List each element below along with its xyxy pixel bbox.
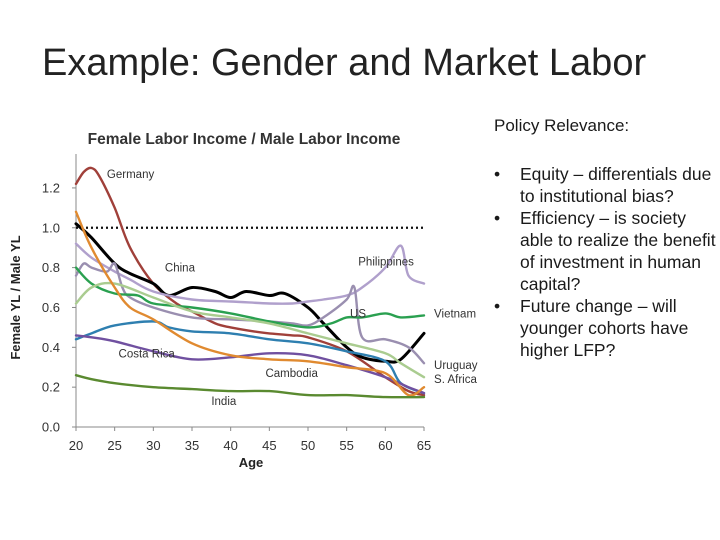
y-tick-label: 0.2 [42,380,60,395]
policy-heading: Policy Relevance: [494,116,630,135]
policy-panel: Policy Relevance: • Equity – differentia… [478,116,718,361]
series-line-cambodia [74,210,426,397]
bullet-icon: • [494,208,501,228]
x-tick-label: 35 [185,438,199,453]
series-label-uruguay: Uruguay [434,360,478,372]
x-tick-label: 65 [417,438,431,453]
series-label-cambodia: Cambodia [265,368,318,380]
series-label-china: China [165,263,196,275]
bullet-icon: • [494,164,501,184]
chart: Female Labor Income / Male Labor Income F… [0,118,480,480]
x-tick-label: 60 [378,438,392,453]
x-tick-label: 55 [339,438,353,453]
y-tick-label: 0.0 [42,420,60,435]
series-label-costa-rica: Costa Rica [119,348,176,360]
policy-bullet-future-change: • Future change – will younger cohorts h… [478,295,718,361]
x-tick-label: 40 [223,438,237,453]
policy-bullet-list: • Equity – differentials due to institut… [478,163,718,361]
series-line-india [74,374,426,399]
series-line-vietnam [74,266,426,329]
series-line-costa-rica [74,320,426,395]
policy-bullet-text: Efficiency – is society able to realize … [520,208,716,294]
series-line-philippines [74,242,426,305]
y-axis-label: Female YL / Male YL [8,235,23,359]
series-label-germany: Germany [107,169,155,181]
policy-bullet-efficiency: • Efficiency – is society able to realiz… [478,207,718,295]
chart-svg: Female Labor Income / Male Labor Income F… [8,131,478,470]
series-label-us: US [350,308,366,320]
chart-title: Female Labor Income / Male Labor Income [88,131,401,148]
series-label-vietnam: Vietnam [434,308,476,320]
y-tick-label: 0.8 [42,260,60,275]
series-label-s-africa: S. Africa [434,374,477,386]
y-tick-label: 1.0 [42,220,60,235]
x-tick-label: 25 [107,438,121,453]
policy-bullet-equity: • Equity – differentials due to institut… [478,163,718,207]
slide-title: Example: Gender and Market Labor [42,42,647,84]
x-tick-label: 45 [262,438,276,453]
series-label-india: India [211,396,237,408]
y-tick-label: 0.4 [42,340,60,355]
x-axis-label: Age [239,455,264,470]
series-line-s-africa [74,334,426,395]
x-tick-label: 20 [69,438,83,453]
policy-bullet-text: Equity – differentials due to institutio… [520,164,712,206]
series-label-philippines: Philippines [358,257,414,269]
y-tick-label: 0.6 [42,300,60,315]
series-line-china [74,222,426,364]
policy-bullet-text: Future change – will younger cohorts hav… [520,296,689,360]
x-tick-label: 50 [301,438,315,453]
y-tick-label: 1.2 [42,180,60,195]
bullet-icon: • [494,296,501,316]
x-tick-label: 30 [146,438,160,453]
